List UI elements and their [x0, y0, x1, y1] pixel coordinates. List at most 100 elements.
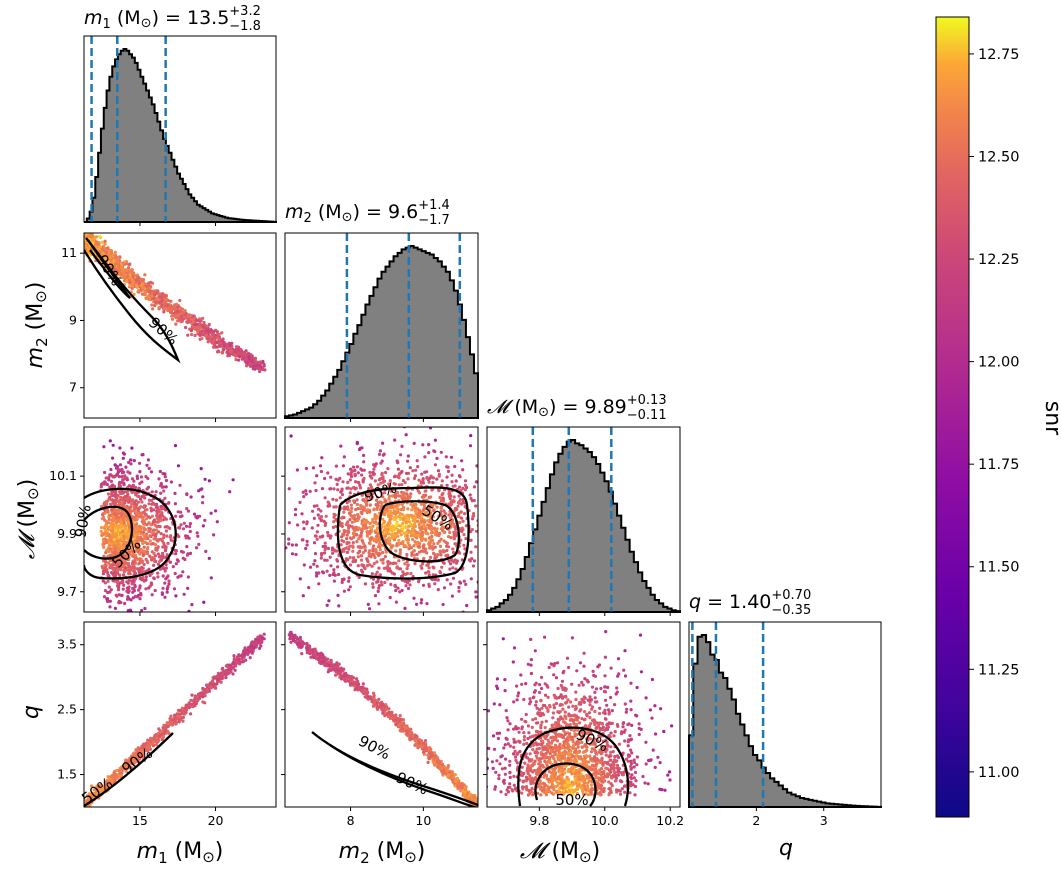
scatter-point	[129, 269, 133, 273]
scatter-point	[176, 464, 181, 468]
scatter-point	[439, 510, 443, 514]
scatter-point	[404, 520, 408, 524]
scatter-point	[362, 460, 366, 464]
scatter-point	[189, 329, 193, 333]
scatter-point	[149, 534, 153, 539]
scatter-point	[439, 537, 443, 541]
scatter-point	[346, 505, 350, 509]
scatter-point	[303, 637, 306, 640]
scatter-point	[375, 560, 379, 564]
scatter-point	[152, 576, 156, 580]
scatter-point	[155, 539, 160, 543]
scatter-point	[334, 517, 338, 522]
scatter-point	[236, 352, 240, 356]
scatter-point	[416, 533, 420, 537]
scatter-point	[227, 351, 231, 355]
scatter-point	[142, 545, 146, 549]
scatter-point	[452, 533, 456, 537]
scatter-point	[312, 562, 316, 566]
scatter-point	[412, 523, 416, 527]
scatter-point	[114, 541, 118, 545]
scatter-point	[233, 668, 237, 672]
scatter-point	[150, 490, 154, 494]
scatter-point	[115, 509, 119, 514]
scatter-point	[416, 531, 420, 535]
scatter-point	[489, 527, 492, 530]
scatter-point	[403, 531, 407, 536]
scatter-point	[138, 560, 142, 564]
scatter-point	[226, 347, 230, 351]
scatter-point	[186, 319, 190, 323]
scatter-point	[373, 464, 377, 468]
scatter-point	[398, 548, 402, 552]
scatter-point	[113, 250, 117, 254]
scatter-point	[377, 602, 381, 606]
scatter-point	[416, 465, 420, 469]
scatter-point	[188, 529, 192, 534]
scatter-point	[126, 266, 131, 270]
scatter-point	[387, 515, 391, 519]
scatter-point	[432, 508, 436, 512]
scatter-point	[202, 323, 206, 327]
scatter-point	[407, 524, 411, 529]
scatter-point	[201, 524, 205, 528]
scatter-point	[453, 613, 456, 616]
scatter-point	[420, 531, 424, 535]
scatter-point	[420, 538, 424, 543]
scatter-point	[421, 443, 425, 447]
scatter-point	[450, 518, 455, 522]
scatter-point	[315, 474, 319, 478]
scatter-point	[412, 549, 416, 553]
scatter-point	[405, 534, 409, 538]
scatter-point	[333, 549, 337, 553]
scatter-point	[384, 550, 388, 554]
scatter-point	[149, 509, 153, 513]
scatter-point	[490, 543, 493, 546]
scatter-point	[435, 527, 439, 531]
scatter-point	[109, 536, 113, 540]
scatter-point	[346, 520, 350, 524]
scatter-point	[350, 506, 354, 510]
scatter-point	[462, 533, 466, 537]
scatter-point	[188, 522, 192, 526]
scatter-point	[469, 550, 473, 554]
scatter-point	[145, 487, 149, 491]
scatter-point	[407, 496, 412, 500]
scatter-point	[165, 534, 169, 538]
scatter-point	[137, 569, 141, 573]
scatter-point	[408, 583, 412, 587]
scatter-point	[372, 561, 376, 566]
scatter-point	[154, 532, 158, 536]
scatter-point	[348, 478, 352, 482]
scatter-point	[412, 596, 416, 600]
scatter-point	[125, 278, 129, 283]
scatter-point	[383, 580, 387, 585]
scatter-point	[320, 518, 324, 522]
scatter-point	[123, 260, 127, 264]
scatter-point	[164, 529, 168, 533]
scatter-point	[161, 292, 165, 296]
scatter-point	[387, 537, 392, 541]
scatter-point	[154, 300, 158, 305]
scatter-point	[353, 519, 357, 523]
scatter-point	[464, 524, 468, 528]
scatter-point	[120, 272, 124, 276]
scatter-point	[468, 493, 472, 497]
scatter-point	[129, 625, 132, 628]
scatter-point	[335, 558, 339, 562]
scatter-point	[442, 514, 446, 519]
scatter-point	[258, 646, 262, 651]
scatter-point	[304, 466, 308, 471]
scatter-point	[379, 558, 383, 562]
scatter-point	[433, 557, 437, 561]
scatter-point	[203, 518, 207, 523]
scatter-point	[149, 506, 153, 510]
scatter-point	[355, 498, 359, 502]
scatter-point	[103, 563, 107, 567]
scatter-point	[130, 565, 135, 569]
scatter-point	[372, 537, 376, 541]
scatter-point	[353, 559, 357, 564]
scatter-point	[112, 259, 116, 263]
scatter-point	[138, 481, 142, 486]
scatter-point	[472, 514, 476, 518]
